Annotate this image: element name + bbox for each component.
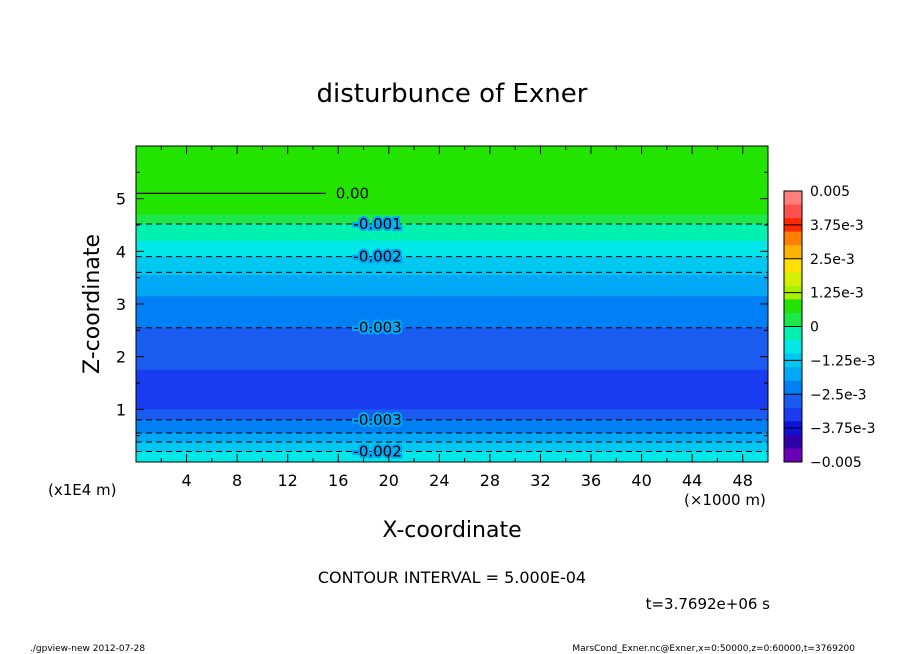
contour-label-2: -0.002 (353, 248, 401, 266)
footer-left: ./gpview-new 2012-07-28 (30, 644, 145, 654)
colorbar-swatch-9 (784, 312, 802, 327)
colorbar-swatch-15 (784, 394, 802, 409)
x-tick-label-7: 32 (530, 471, 550, 490)
x-tick-label-0: 4 (181, 471, 191, 490)
colorbar-swatch-1 (784, 204, 802, 219)
colorbar-label-7: −3.75e-3 (810, 421, 875, 437)
colorbar-label-1: 3.75e-3 (810, 218, 864, 234)
colorbar-swatch-4 (784, 245, 802, 260)
colorbar-label-8: −0.005 (810, 455, 862, 471)
y-axis-label: Z-coordinate (80, 234, 105, 374)
x-tick-label-9: 40 (631, 471, 651, 490)
x-tick-label-4: 20 (379, 471, 399, 490)
y-tick-label-2: 3 (116, 295, 126, 314)
x-tick-label-2: 12 (278, 471, 298, 490)
footer-right: MarsCond_Exner.nc@Exner,x=0:50000,z=0:60… (572, 644, 855, 654)
colorbar-swatch-14 (784, 380, 802, 395)
x-tick-label-11: 48 (733, 471, 753, 490)
colorbar-label-0: 0.005 (810, 184, 850, 200)
contour-label-0: 0.00 (336, 184, 369, 202)
colorbar-swatch-13 (784, 367, 802, 382)
x-tick-label-5: 24 (429, 471, 449, 490)
plot-area: 0.00 -0.001 -0.002 -0.003 -0.003 -0.002 (136, 146, 768, 462)
x-unit-label: (×1000 m) (684, 491, 766, 509)
chart-title: disturbunce of Exner (317, 79, 588, 109)
contour-label-8: -0.002 (353, 442, 401, 460)
colorbar-swatch-3 (784, 231, 802, 246)
colorbar-swatch-18 (784, 434, 802, 449)
colorbar-swatch-11 (784, 340, 802, 355)
colorbar-label-3: 1.25e-3 (810, 286, 864, 302)
colorbar-swatch-5 (784, 258, 802, 273)
y-tick-label-1: 2 (116, 348, 126, 367)
colorbar-swatch-19 (784, 448, 802, 463)
colorbar-label-6: −2.5e-3 (810, 387, 867, 403)
colorbar-swatch-0 (784, 191, 802, 206)
y-tick-label-3: 4 (116, 242, 126, 261)
x-tick-label-8: 36 (581, 471, 601, 490)
y-unit-label: (x1E4 m) (48, 481, 117, 499)
x-tick-label-1: 8 (232, 471, 242, 490)
contour-label-4: -0.003 (353, 319, 401, 337)
contour-interval: CONTOUR INTERVAL = 5.000E-04 (318, 568, 586, 587)
colorbar-label-5: −1.25e-3 (810, 353, 875, 369)
x-axis-label: X-coordinate (382, 518, 521, 543)
colorbar-swatch-10 (784, 326, 802, 341)
contour-label-5: -0.003 (353, 411, 401, 429)
y-tick-label-4: 5 (116, 190, 126, 209)
contour-label-1: -0.001 (353, 215, 401, 233)
colorbar-label-2: 2.5e-3 (810, 252, 855, 268)
x-tick-label-10: 44 (682, 471, 702, 490)
x-tick-label-6: 28 (480, 471, 500, 490)
y-tick-label-0: 1 (116, 400, 126, 419)
colorbar: 0.005 3.75e-3 2.5e-3 1.25e-3 0 −1.25e-3 −2.5e-… (783, 184, 875, 471)
time-label: t=3.7692e+06 s (646, 595, 771, 613)
contour-band-13 (136, 451, 768, 462)
x-tick-label-3: 16 (328, 471, 348, 490)
colorbar-swatch-8 (784, 299, 802, 314)
colorbar-swatch-16 (784, 407, 802, 422)
colorbar-swatch-6 (784, 272, 802, 287)
colorbar-label-4: 0 (810, 320, 819, 336)
